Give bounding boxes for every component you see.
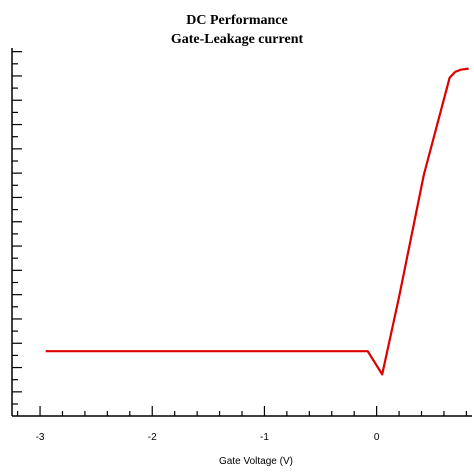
x-axis-label: Gate Voltage (V): [219, 456, 293, 467]
x-tick-labels: -3 -2 -1 0: [36, 432, 380, 443]
chart-subtitle: Gate-Leakage current: [171, 32, 304, 47]
x-tick-label: -3: [36, 432, 45, 443]
series-line: [45, 67, 469, 376]
x-tick-label: -2: [148, 432, 157, 443]
axes: [11, 48, 472, 417]
series-layer: [45, 67, 469, 376]
chart-title: DC Performance: [186, 13, 287, 28]
x-tick-label: -1: [260, 432, 269, 443]
x-tick-label: 0: [374, 432, 380, 443]
